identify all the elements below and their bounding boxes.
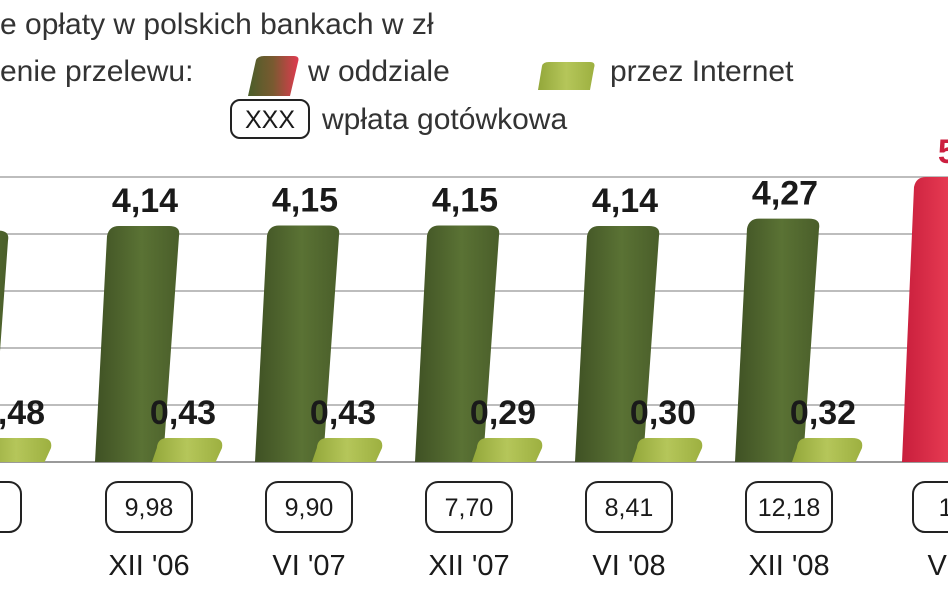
bar-internet-3 [472, 438, 543, 462]
value-label-branch-6: 5, [938, 133, 948, 171]
cash-value-6: 12, [939, 494, 948, 522]
cash-box-3 [425, 481, 513, 533]
bar-branch-3 [415, 225, 500, 462]
bar-branch-4 [575, 226, 660, 462]
bar-internet-2 [312, 438, 383, 462]
bar-internet-0 [0, 438, 52, 462]
period-label-4: VI '08 [592, 550, 665, 582]
value-label-internet-5: 0,32 [790, 394, 856, 432]
cash-box-5 [745, 481, 833, 533]
cash-box-1 [105, 481, 193, 533]
bar-branch-0 [0, 230, 9, 352]
bar-branch-1 [95, 226, 180, 462]
period-label-1: XII '06 [108, 550, 189, 582]
cash-value-2: 9,90 [285, 494, 334, 522]
cash-value-1: 9,98 [125, 494, 174, 522]
cash-box-4 [585, 481, 673, 533]
value-label-internet-1: 0,43 [150, 394, 216, 432]
legend-cash-marker: XXX [245, 106, 295, 134]
bar-branch-5 [735, 218, 820, 462]
value-label-branch-5: 4,27 [752, 175, 818, 213]
value-label-internet-3: 0,29 [470, 394, 536, 432]
period-label-2: VI '07 [272, 550, 345, 582]
legend-label-cash: wpłata gotówkowa [321, 103, 567, 136]
cash-value-5: 12,18 [758, 494, 821, 522]
legend-label-internet: przez Internet [610, 55, 794, 88]
value-label-internet-2: 0,43 [310, 394, 376, 432]
bar-internet-1 [152, 438, 223, 462]
period-label-6: VI '0 [927, 550, 948, 582]
value-label-internet-4: 0,30 [630, 394, 696, 432]
value-label-branch-4: 4,14 [592, 182, 658, 220]
cash-value-4: 8,41 [605, 494, 654, 522]
bar-internet-5 [792, 438, 863, 462]
legend-cash-box [230, 99, 310, 139]
legend-label-branch: w oddziale [307, 55, 450, 88]
bar-branch-6 [902, 177, 948, 462]
cash-value-3: 7,70 [445, 494, 494, 522]
value-label-branch-2: 4,15 [272, 181, 338, 219]
chart-title: e opłaty w polskich bankach w zł [0, 8, 434, 41]
value-label-branch-1: 4,14 [112, 182, 178, 220]
cash-box-2 [265, 481, 353, 533]
legend-swatch-internet [538, 62, 595, 90]
bar-branch-2 [255, 225, 340, 462]
legend-heading: enie przelewu: [0, 55, 193, 88]
period-label-5: XII '08 [748, 550, 829, 582]
cash-box-6 [912, 481, 948, 533]
bar-internet-4 [632, 438, 703, 462]
period-label-3: XII '07 [428, 550, 509, 582]
value-label-internet-0: 0,48 [0, 394, 45, 432]
value-label-branch-3: 4,15 [432, 181, 498, 219]
legend-swatch-branch [248, 56, 299, 96]
cash-box-0 [0, 481, 22, 533]
bar-group [0, 177, 948, 462]
